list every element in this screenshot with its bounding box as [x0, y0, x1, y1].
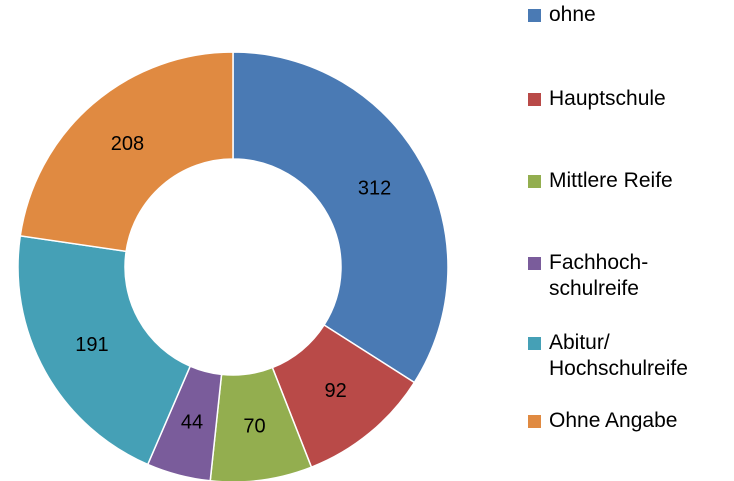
legend-swatch: [528, 415, 541, 428]
data-label: 312: [358, 178, 391, 200]
data-label: 44: [181, 411, 203, 433]
legend-item: Hauptschule: [528, 86, 666, 112]
legend-swatch: [528, 175, 541, 188]
legend-label: Hauptschule: [549, 87, 666, 110]
legend-label: Ohne Angabe: [549, 409, 678, 432]
legend-swatch: [528, 337, 541, 350]
donut-segment: [232, 51, 449, 384]
donut-segment: [17, 234, 192, 466]
data-label: 208: [111, 133, 144, 155]
legend-item: ohne: [528, 2, 596, 28]
legend-swatch: [528, 93, 541, 106]
legend-label: ohne: [549, 3, 596, 26]
legend-item: Mittlere Reife: [528, 168, 673, 194]
legend-item: Ohne Angabe: [528, 408, 677, 434]
legend-label: Mittlere Reife: [549, 169, 673, 192]
legend-label: Fachhoch- schulreife: [549, 251, 649, 300]
data-label: 70: [243, 415, 265, 437]
donut-segment: [19, 51, 234, 253]
data-label: 191: [75, 334, 108, 356]
legend-swatch: [528, 9, 541, 22]
legend-label: Abitur/ Hochschulreife: [549, 331, 688, 380]
legend-swatch: [528, 257, 541, 270]
data-label: 92: [325, 380, 347, 402]
legend-item: Abitur/ Hochschulreife: [528, 330, 688, 382]
legend-item: Fachhoch- schulreife: [528, 250, 648, 302]
